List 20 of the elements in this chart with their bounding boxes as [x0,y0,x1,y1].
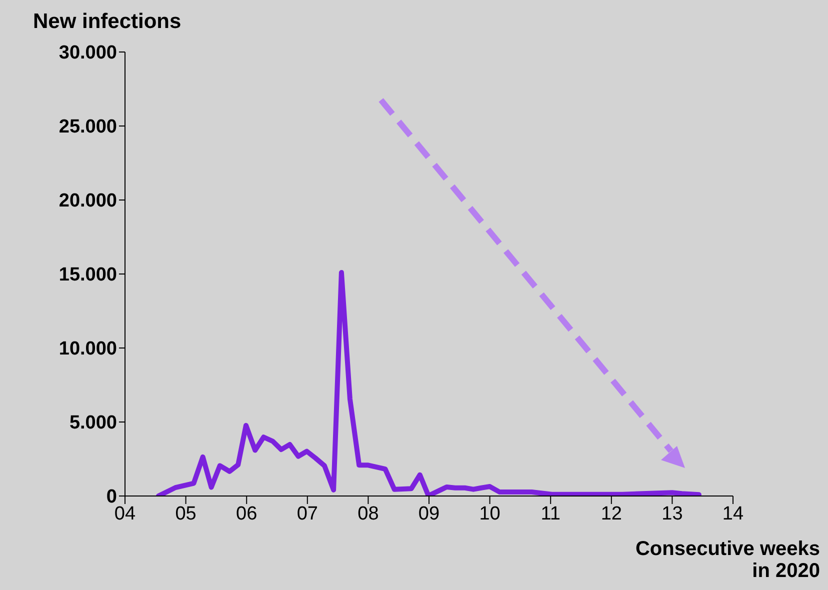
x-tick-label: 06 [236,503,258,524]
x-tick-label: 09 [418,503,440,524]
y-tick-label: 20.000 [58,190,117,212]
y-tick-label: 5.000 [69,412,117,434]
y-tick-label: 25.000 [58,116,117,138]
x-tick-label: 04 [114,503,136,524]
x-tick-label: 07 [296,503,318,524]
y-axis-title: New infections [33,10,182,34]
x-tick-label: 12 [600,503,622,524]
x-tick-label: 11 [540,503,560,524]
y-tick-label: 15.000 [58,264,117,286]
x-tick-label: 08 [358,503,379,524]
x-tick-label: 13 [662,503,683,524]
y-tick-label: 10.000 [58,338,117,360]
y-tick-label: 0 [106,486,117,508]
x-axis-title: Consecutive weeks in 2020 [634,538,820,582]
y-tick-label: 30.000 [58,42,117,64]
x-tick-label: 05 [175,503,196,524]
x-tick-label: 14 [722,503,744,524]
x-tick-label: 10 [479,503,500,524]
